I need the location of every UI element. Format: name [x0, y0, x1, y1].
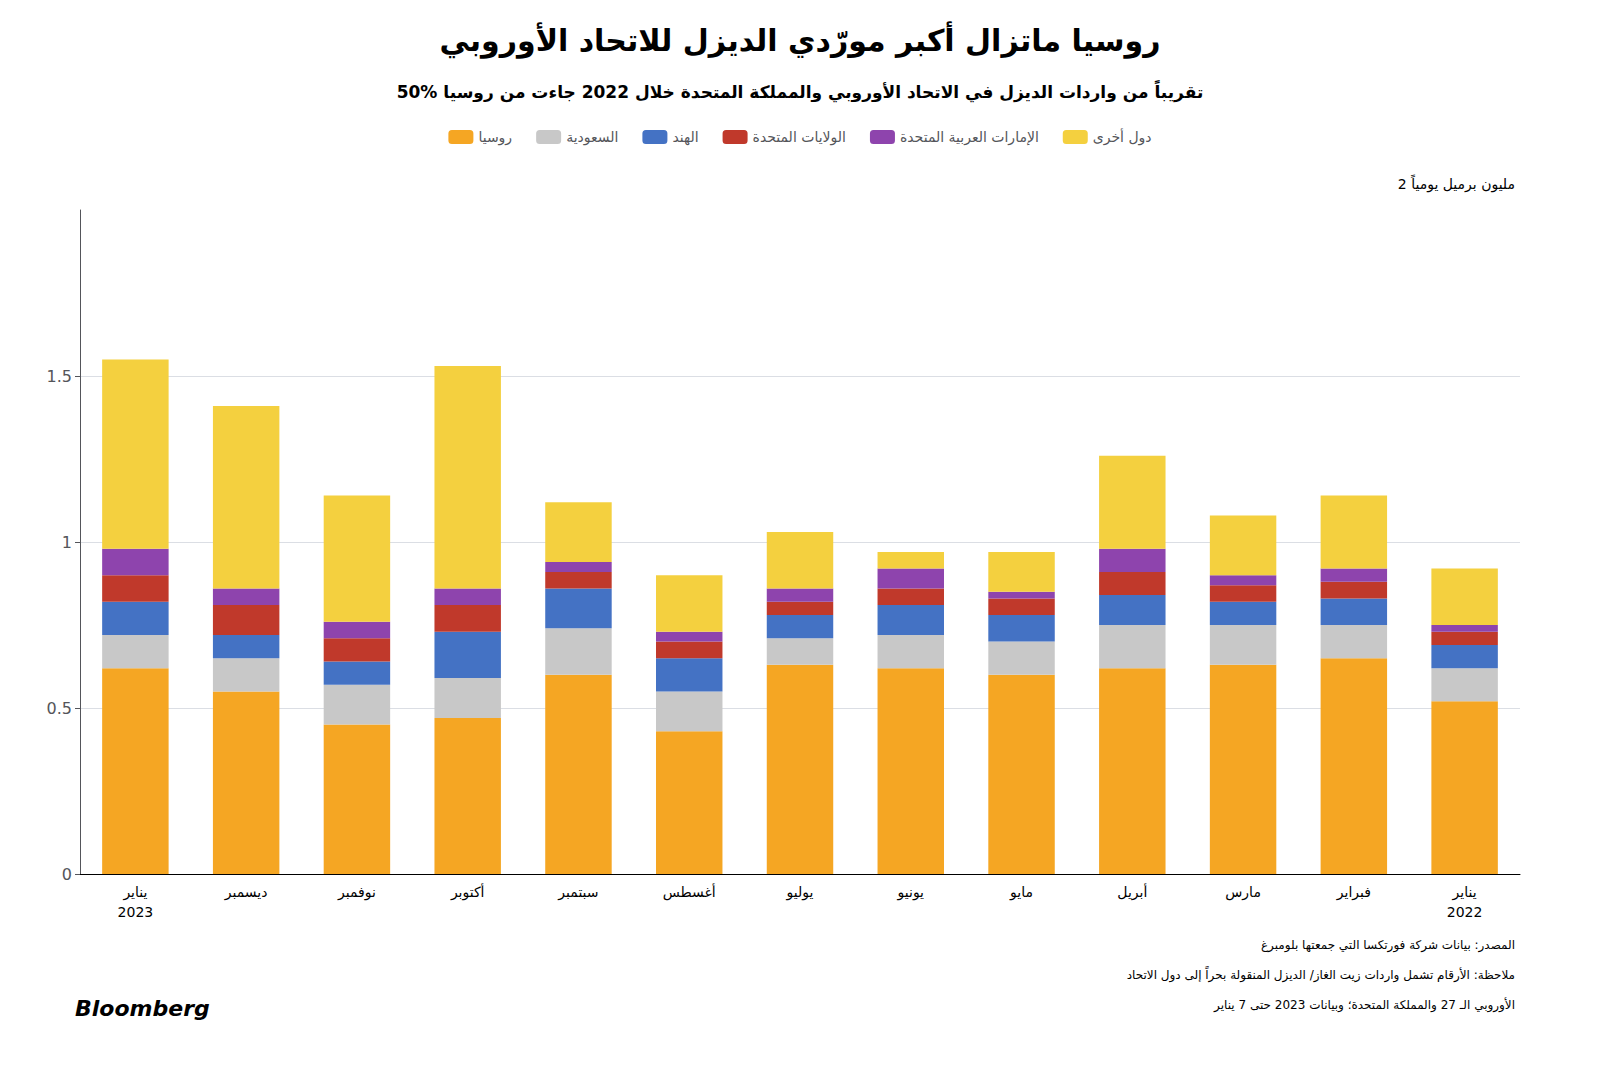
svg-text:مايو: مايو	[1009, 884, 1033, 901]
svg-text:السعودية: السعودية	[566, 129, 618, 146]
svg-text:سبتمبر: سبتمبر	[557, 884, 598, 901]
svg-text:الإمارات العربية المتحدة: الإمارات العربية المتحدة	[900, 129, 1039, 146]
svg-text:يناير: يناير	[1452, 884, 1477, 901]
svg-text:الأوروبي الـ 27 والمملكة المتح: الأوروبي الـ 27 والمملكة المتحدة؛ وبيانا…	[1213, 997, 1515, 1013]
svg-text:2022: 2022	[1447, 904, 1483, 920]
svg-text:نوفمبر: نوفمبر	[337, 884, 376, 901]
svg-text:أكتوبر: أكتوبر	[450, 883, 485, 901]
svg-text:2 مليون برميل يومياً: 2 مليون برميل يومياً	[1398, 174, 1515, 193]
svg-text:يوليو: يوليو	[786, 884, 814, 901]
svg-text:يناير: يناير	[122, 884, 147, 901]
svg-text:فبراير: فبراير	[1336, 884, 1371, 901]
svg-text:مارس: مارس	[1225, 884, 1261, 901]
svg-text:ديسمبر: ديسمبر	[224, 884, 268, 901]
svg-text:أبريل: أبريل	[1117, 883, 1147, 901]
svg-text:روسيا: روسيا	[478, 129, 512, 146]
svg-text:الولايات المتحدة: الولايات المتحدة	[753, 129, 846, 146]
svg-text:0: 0	[62, 865, 72, 884]
svg-text:ملاحظة: الأرقام تشمل واردات زي: ملاحظة: الأرقام تشمل واردات زيت الغاز/ ا…	[1127, 966, 1515, 983]
svg-text:روسيا ماتزال أكبر مورّدي الديز: روسيا ماتزال أكبر مورّدي الديزل للاتحاد …	[439, 21, 1160, 59]
svg-text:2023: 2023	[118, 904, 154, 920]
svg-text:1: 1	[62, 533, 72, 552]
svg-text:المصدر: بيانات شركة فورتكسا ال: المصدر: بيانات شركة فورتكسا التي جمعتها …	[1261, 938, 1515, 953]
svg-text:50% تقريباً من واردات الديزل ف: 50% تقريباً من واردات الديزل في الاتحاد …	[397, 79, 1204, 103]
svg-text:1.5: 1.5	[47, 367, 72, 386]
svg-text:0.5: 0.5	[47, 699, 72, 718]
svg-text:أغسطس: أغسطس	[663, 883, 716, 901]
svg-text:يونيو: يونيو	[897, 884, 925, 901]
svg-text:الهند: الهند	[672, 129, 698, 146]
svg-text:Bloomberg: Bloomberg	[75, 996, 210, 1021]
svg-text:دول أخرى: دول أخرى	[1093, 128, 1152, 146]
